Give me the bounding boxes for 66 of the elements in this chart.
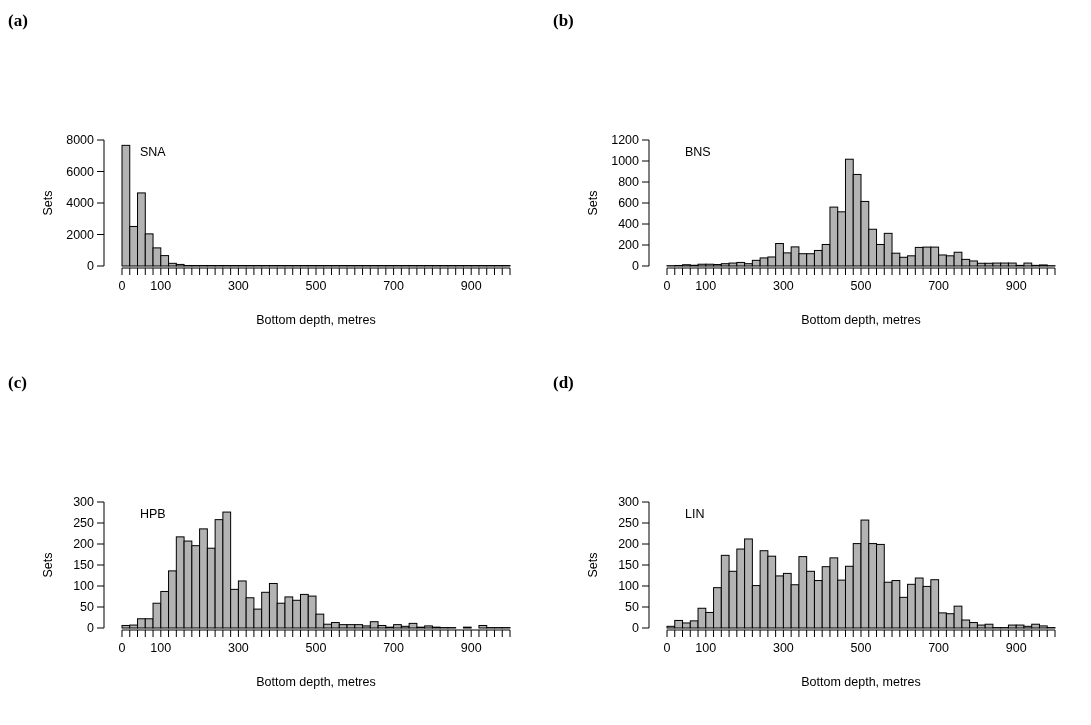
y-tick-label: 100 [618,579,640,594]
y-axis-title: Sets [586,190,600,216]
x-tick-label: 900 [1005,279,1027,293]
y-tick-label: 6000 [66,164,95,179]
x-tick-label: 900 [460,279,482,293]
annotation: HPB [140,507,166,521]
x-tick-label: 300 [772,279,794,293]
x-tick-label: 500 [850,279,872,293]
x-tick-label: 900 [460,641,482,655]
x-tick-label: 500 [305,279,327,293]
y-tick-label: 8000 [66,133,95,148]
x-tick-label: 0 [118,279,126,293]
x-tick-label: 0 [663,279,671,293]
x-tick-label: 700 [383,279,405,293]
y-tick-label: 0 [632,259,640,274]
y-tick-label: 300 [73,495,95,510]
y-tick-label: 150 [618,558,640,573]
y-tick-label: 600 [618,196,640,211]
annotation: SNA [140,145,167,159]
x-tick-label: 100 [695,641,717,655]
y-tick-label: 250 [618,516,640,531]
x-tick-label: 700 [928,279,950,293]
chart-title: (b) [553,11,574,30]
x-tick-label: 700 [928,641,950,655]
y-tick-label: 50 [80,600,95,615]
x-tick-label: 300 [227,279,249,293]
x-axis-title: Bottom depth, metres [256,675,376,689]
x-tick-label: 500 [305,641,327,655]
y-axis-title: Sets [41,552,55,578]
y-axis-title: Sets [41,190,55,216]
y-tick-label: 50 [625,600,640,615]
y-axis-title: Sets [586,552,600,578]
x-axis-title: Bottom depth, metres [801,313,921,327]
x-tick-label: 700 [383,641,405,655]
y-tick-label: 1200 [611,133,640,148]
y-tick-label: 200 [618,238,640,253]
x-tick-label: 100 [695,279,717,293]
x-tick-label: 100 [150,279,172,293]
x-tick-label: 500 [850,641,872,655]
y-tick-label: 800 [618,175,640,190]
y-tick-label: 1000 [611,154,640,169]
y-tick-label: 100 [73,579,95,594]
y-tick-label: 4000 [66,196,95,211]
y-tick-label: 400 [618,217,640,232]
chart-title: (a) [8,11,28,30]
x-tick-label: 900 [1005,641,1027,655]
x-axis-title: Bottom depth, metres [256,313,376,327]
annotation: BNS [685,145,711,159]
y-tick-label: 0 [632,621,640,636]
x-tick-label: 300 [227,641,249,655]
y-tick-label: 200 [73,537,95,552]
y-tick-label: 150 [73,558,95,573]
chart-title: (c) [8,373,27,392]
x-tick-label: 100 [150,641,172,655]
y-tick-label: 300 [618,495,640,510]
x-tick-label: 0 [663,641,671,655]
x-axis-title: Bottom depth, metres [801,675,921,689]
x-tick-label: 300 [772,641,794,655]
annotation: LIN [685,507,705,521]
y-tick-label: 250 [73,516,95,531]
chart-title: (d) [553,373,574,392]
y-tick-label: 200 [618,537,640,552]
y-tick-label: 0 [87,259,95,274]
x-tick-label: 0 [118,641,126,655]
y-tick-label: 0 [87,621,95,636]
y-tick-label: 2000 [66,227,95,242]
